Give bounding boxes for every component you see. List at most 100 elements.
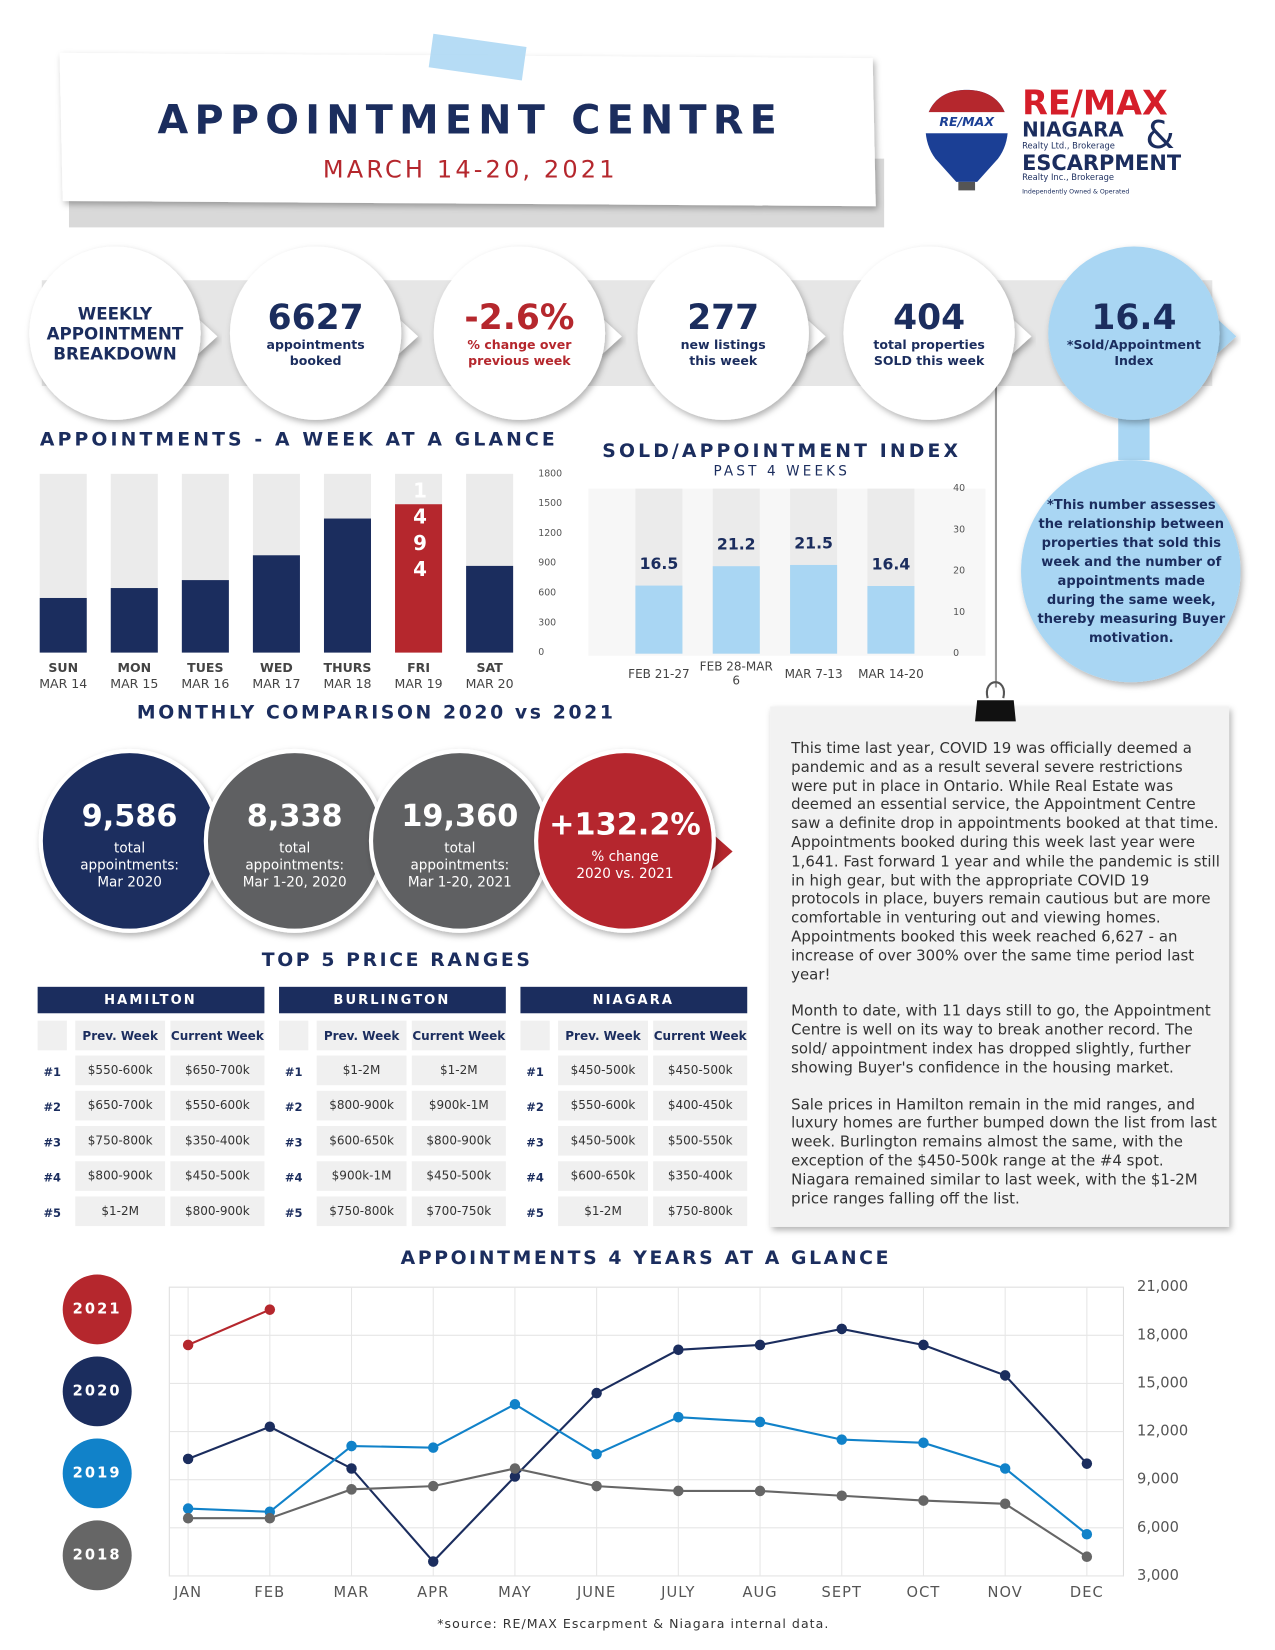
rank: #2: [526, 1100, 544, 1114]
x-tick-label: MAY: [498, 1584, 532, 1601]
section-title: MONTHLY COMPARISON 2020 vs 2021: [137, 701, 616, 723]
text-group: -2.6%% change over previous week: [446, 264, 592, 402]
y-tick-label: 15,000: [1137, 1374, 1188, 1391]
price-range: $450-500k: [668, 1063, 733, 1077]
bar: [39, 597, 87, 653]
y-tick-label: 6,000: [1137, 1519, 1179, 1536]
price-range: $350-400k: [668, 1169, 733, 1183]
rank: #2: [285, 1100, 303, 1114]
cell: [75, 1020, 166, 1051]
city-name: HAMILTON: [104, 993, 197, 1008]
point: [1081, 1458, 1093, 1469]
price-range: $600-650k: [329, 1133, 394, 1147]
price-range: $900k-1M: [429, 1098, 489, 1112]
point: [836, 1434, 847, 1445]
text-box: -2.6%% change over previous week: [446, 264, 592, 402]
y-tick-label: 600: [538, 587, 556, 598]
text-box: 19,360 total appointments:Mar 1-20, 2021: [401, 797, 518, 890]
x-tick-label: TUES: [187, 660, 223, 675]
comparison-period: 2020 vs. 2021: [576, 865, 674, 882]
x-tick-label: THURS: [324, 660, 372, 675]
connector: [1118, 417, 1150, 461]
point: [428, 1442, 439, 1453]
bar: [712, 566, 760, 654]
price-range: $900k-1M: [332, 1169, 392, 1183]
cell: [653, 1126, 748, 1156]
text-box: 16.4*Sold/Appointment Index: [1067, 296, 1201, 368]
series-line: [187, 1327, 1088, 1564]
stat-value: 404: [893, 296, 966, 338]
value-label: 1494: [408, 478, 432, 583]
x-tick-label: JULY: [660, 1584, 695, 1601]
rank: #3: [43, 1135, 61, 1149]
price-range: $450-500k: [571, 1133, 636, 1147]
stat-circle: [229, 246, 402, 420]
x-tick-label: DEC: [1070, 1584, 1104, 1601]
y-tick-label: 300: [538, 617, 556, 628]
point: [346, 1440, 357, 1452]
paragraph: This time last year, COVID 19 was offici…: [791, 740, 1220, 984]
point: [673, 1411, 684, 1423]
stat-value: 277: [687, 296, 760, 338]
comparison-label: total appointments:: [245, 840, 345, 874]
footnote: *source: RE/MAX Escarpment & Niagara int…: [437, 1616, 829, 1631]
cell: [316, 1090, 407, 1121]
y-tick-label: 1500: [538, 498, 562, 509]
value-label: 21.2: [717, 534, 756, 553]
point: [428, 1480, 439, 1492]
stat-circle: [29, 246, 201, 420]
chart-title: SOLD/APPOINTMENT INDEX: [602, 440, 961, 462]
cell: [558, 1055, 648, 1086]
point: [346, 1484, 357, 1495]
point: [754, 1416, 766, 1428]
text-group: 6627 appointments booked: [242, 264, 388, 402]
x-tick-sublabel: MAR 14: [39, 676, 87, 691]
column-header: Prev. Week: [82, 1029, 158, 1043]
cell: [411, 1161, 506, 1191]
text-group: 8,338 total appointments: Mar 1-20, 2020: [216, 777, 373, 909]
text-group: MAR 7-13: [772, 658, 856, 690]
stat-value: 16.4: [1091, 296, 1177, 338]
rank: #1: [285, 1065, 303, 1079]
x-tick-sublabel: MAR 18: [323, 676, 371, 691]
legend-label: 2021: [73, 1300, 122, 1317]
x-tick-sublabel: MAR 19: [395, 676, 443, 691]
chart-title: APPOINTMENTS 4 YEARS AT A GLANCE: [401, 1247, 891, 1269]
x-tick-label: SUN: [48, 660, 78, 675]
price-range: $1-2M: [343, 1063, 381, 1077]
column-header: Prev. Week: [565, 1029, 641, 1043]
x-tick-label: NOV: [988, 1584, 1023, 1601]
stat-value: 6627: [267, 296, 364, 338]
y-tick-label: 12,000: [1137, 1423, 1188, 1440]
comparison-label: total appointments:: [80, 840, 179, 874]
price-range: $750-800k: [329, 1204, 394, 1218]
text-box: MAR 14-20: [858, 666, 924, 680]
cell: [75, 1161, 166, 1191]
rank: #3: [526, 1135, 544, 1149]
text-group: 404 total properties SOLD this week: [856, 264, 1002, 402]
rank: #2: [43, 1100, 61, 1114]
stat-label: total properties SOLD this week: [873, 337, 985, 369]
x-tick-label: FRI: [407, 660, 430, 675]
price-range: $650-700k: [185, 1063, 250, 1077]
point: [591, 1480, 602, 1492]
point: [836, 1490, 847, 1502]
rank: #4: [526, 1171, 544, 1185]
price-range: $650-700k: [88, 1098, 153, 1112]
value-label: 21.5: [794, 533, 833, 552]
rank: #4: [285, 1171, 303, 1185]
column-header: Current Week: [654, 1029, 748, 1043]
bar: [635, 585, 683, 654]
cell: [411, 1055, 506, 1086]
point: [999, 1498, 1011, 1510]
cell: [316, 1196, 407, 1227]
text-group: FEB 21-27: [617, 658, 701, 690]
cell: [653, 1020, 748, 1051]
cell: [316, 1126, 407, 1156]
text-group: *This number assesses the relationship b…: [1035, 481, 1228, 661]
pointer: [600, 317, 622, 356]
bar: [323, 518, 372, 653]
price-range: $450-500k: [426, 1169, 491, 1183]
cell: [279, 1020, 309, 1051]
cell: [316, 1161, 407, 1191]
